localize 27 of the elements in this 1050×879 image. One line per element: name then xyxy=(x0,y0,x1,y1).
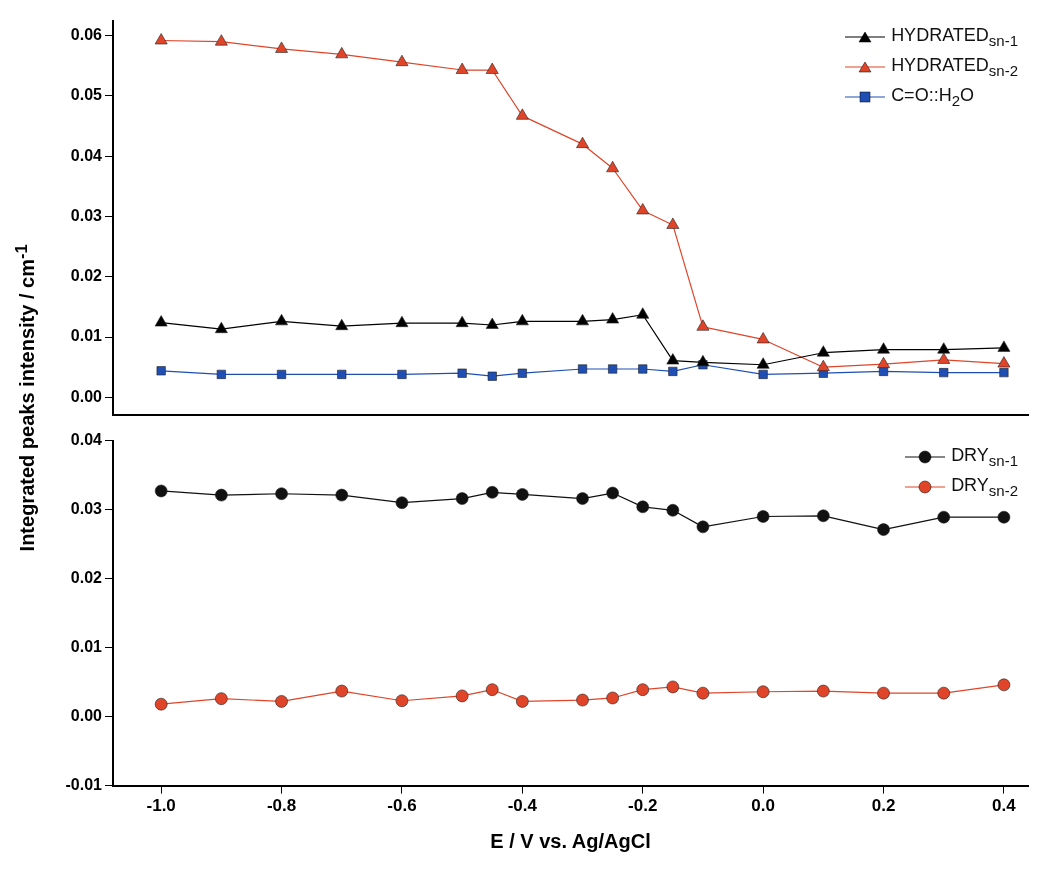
x-tick-label: -0.8 xyxy=(266,796,297,816)
x-tick-label: 0.0 xyxy=(751,796,775,816)
x-tick-label: 0.4 xyxy=(992,796,1017,816)
y-tick-label: -0.01 xyxy=(65,776,103,794)
y-tick-label: 0.03 xyxy=(70,500,103,518)
legend-label: C=O::H$_{2}$O xyxy=(891,85,974,109)
x-tick-label: -0.6 xyxy=(387,796,417,816)
x-tick-label: 0.2 xyxy=(871,796,896,816)
y-tick-label: 0.04 xyxy=(70,431,103,449)
x-axis-title: E / V vs. Ag/AgCl xyxy=(490,829,651,852)
y-tick-label: 0.00 xyxy=(70,387,103,405)
y-tick-label: 0.02 xyxy=(70,569,103,587)
y-tick-label: 0.03 xyxy=(70,206,103,224)
y-tick-label: 0.05 xyxy=(70,86,103,104)
y-tick-label: 0.01 xyxy=(70,327,103,345)
legend-label: HYDRATED$_{sn-2}$ xyxy=(891,55,1018,79)
x-tick-label: -1.0 xyxy=(146,796,176,816)
y-tick-label: 0.02 xyxy=(70,267,103,285)
legend-label: HYDRATED$_{sn-1}$ xyxy=(891,25,1018,49)
legend-label: DRY$_{sn-2}$ xyxy=(951,475,1018,499)
x-tick-label: -0.2 xyxy=(628,796,658,816)
legend-label: DRY$_{sn-1}$ xyxy=(951,445,1018,469)
y-tick-label: 0.04 xyxy=(70,146,103,164)
y-tick-label: 0.01 xyxy=(70,638,103,656)
y-tick-label: 0.00 xyxy=(70,707,103,725)
x-tick-label: -0.4 xyxy=(507,796,538,816)
y-tick-label: 0.06 xyxy=(70,26,103,44)
